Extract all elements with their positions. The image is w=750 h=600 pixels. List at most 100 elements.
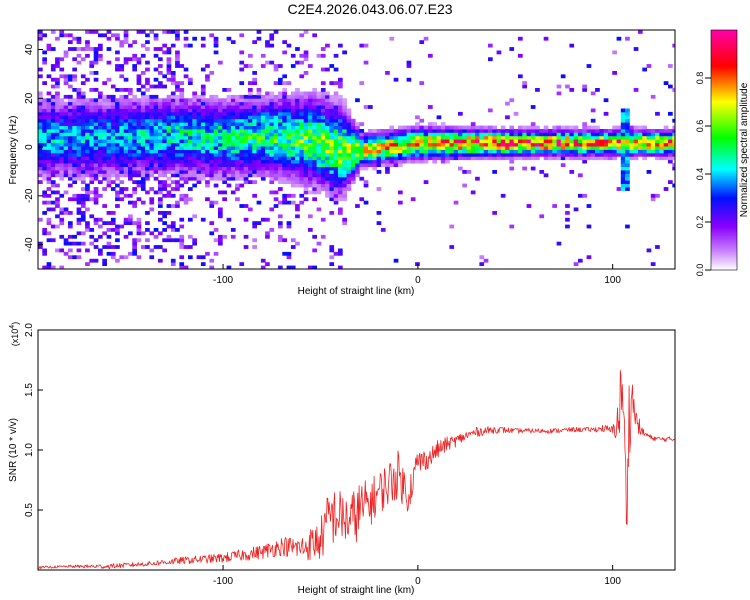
heatmap-cell xyxy=(488,108,493,113)
heatmap-cell xyxy=(479,135,485,140)
heatmap-cell xyxy=(582,125,587,130)
heatmap-cell xyxy=(582,132,587,137)
heatmap-cell xyxy=(183,170,189,174)
heatmap-cell xyxy=(85,166,90,171)
heatmap-cell xyxy=(119,43,125,48)
heatmap-cell xyxy=(136,180,142,185)
heatmap-cell xyxy=(320,98,326,103)
heatmap-cell xyxy=(93,193,99,198)
heatmap-cell xyxy=(496,149,502,154)
heatmap-cell xyxy=(145,115,150,120)
heatmap-cell xyxy=(543,146,549,150)
heatmap-cell xyxy=(136,163,142,168)
heatmap-cell xyxy=(175,200,180,205)
heatmap-cell xyxy=(320,139,326,144)
heatmap-cell xyxy=(63,81,69,86)
heatmap-cell xyxy=(646,146,652,150)
heatmap-cell xyxy=(248,173,253,178)
heatmap-cell xyxy=(256,139,262,144)
heatmap-cell xyxy=(252,135,257,140)
heatmap-cell xyxy=(269,43,275,48)
heatmap-cell xyxy=(50,132,56,137)
heatmap-cell xyxy=(655,135,660,140)
heatmap-cell xyxy=(132,115,137,120)
heatmap-cell xyxy=(209,159,215,164)
heatmap-cell xyxy=(153,84,159,89)
heatmap-cell xyxy=(346,111,352,116)
heatmap-cell xyxy=(145,228,150,232)
heatmap-cell xyxy=(38,163,43,168)
heatmap-cell xyxy=(316,176,322,181)
heatmap-cell xyxy=(42,33,47,38)
heatmap-cell xyxy=(106,156,112,161)
heatmap-cell xyxy=(50,139,56,144)
heatmap-cell xyxy=(350,125,356,130)
heatmap-cell xyxy=(110,149,116,154)
heatmap-cell xyxy=(595,156,600,161)
heatmap-cell xyxy=(269,135,275,140)
heatmap-cell xyxy=(299,98,305,103)
heatmap-cell xyxy=(565,204,570,208)
heatmap-cell xyxy=(42,156,47,161)
heatmap-cell xyxy=(462,146,467,150)
heatmap-cell xyxy=(136,170,142,174)
heatmap-cell xyxy=(260,146,266,150)
heatmap-cell xyxy=(183,135,189,140)
heatmap-cell xyxy=(209,149,215,154)
heatmap-cell xyxy=(128,88,133,92)
heatmap-cell xyxy=(179,149,185,154)
heatmap-cell xyxy=(355,166,360,171)
heatmap-cell xyxy=(59,108,65,113)
heatmap-cell xyxy=(569,152,575,157)
heatmap-cell xyxy=(295,156,300,161)
heatmap-cell xyxy=(42,111,47,116)
heatmap-cell xyxy=(248,64,253,68)
heatmap-cell xyxy=(513,132,519,137)
heatmap-cell xyxy=(239,33,245,38)
heatmap-cell xyxy=(85,118,90,123)
heatmap-cell xyxy=(85,159,90,164)
heatmap-cell xyxy=(530,156,536,161)
heatmap-cell xyxy=(55,224,60,229)
heatmap-cell xyxy=(162,139,167,144)
heatmap-cell xyxy=(432,146,437,150)
heatmap-cell xyxy=(166,30,172,34)
heatmap-cell xyxy=(115,149,120,154)
heatmap-cell xyxy=(218,98,223,103)
heatmap-cell xyxy=(612,156,617,161)
heatmap-cell xyxy=(80,173,86,178)
heatmap-cell xyxy=(642,132,647,137)
heatmap-cell xyxy=(582,129,587,133)
heatmap-cell xyxy=(333,142,339,147)
heatmap-cell xyxy=(63,115,69,120)
heatmap-cell xyxy=(102,118,107,123)
heatmap-cell xyxy=(286,111,292,116)
heatmap-cell xyxy=(308,190,313,195)
heatmap-cell xyxy=(402,152,407,157)
heatmap-cell xyxy=(419,159,425,164)
heatmap-cell xyxy=(46,265,52,269)
heatmap-cell xyxy=(132,166,137,171)
heatmap-cell xyxy=(252,173,257,178)
heatmap-cell xyxy=(312,248,317,253)
heatmap-cell xyxy=(282,176,287,181)
heatmap-cell xyxy=(179,118,185,123)
heatmap-cell xyxy=(63,135,69,140)
heatmap-cell xyxy=(42,190,47,195)
heatmap-cell xyxy=(85,105,90,109)
heatmap-cell xyxy=(642,152,647,157)
heatmap-cell xyxy=(672,135,675,140)
heatmap-cell xyxy=(252,111,257,116)
heatmap-cell xyxy=(175,60,180,65)
heatmap-cell xyxy=(158,84,163,89)
heatmap-cell xyxy=(119,125,125,130)
heatmap-cell xyxy=(170,118,176,123)
heatmap-cell xyxy=(603,132,609,137)
heatmap-cell xyxy=(295,132,300,137)
heatmap-cell xyxy=(552,156,557,161)
heatmap-cell xyxy=(278,94,283,99)
heatmap-cell xyxy=(299,176,305,181)
heatmap-cell xyxy=(616,146,622,150)
heatmap-cell xyxy=(110,139,116,144)
heatmap-cell xyxy=(265,43,270,48)
